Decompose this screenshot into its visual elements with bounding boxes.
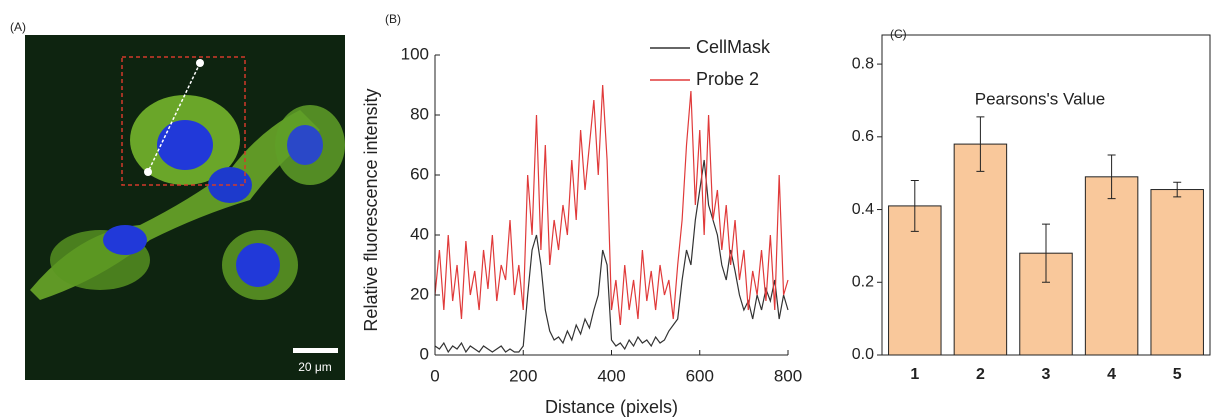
panel-label: (B) <box>385 12 401 26</box>
chart-title: Pearsons's Value <box>975 89 1106 108</box>
y-tick-label: 20 <box>410 284 429 303</box>
panel-label: (C) <box>890 27 907 41</box>
x-tick-label: 800 <box>774 366 802 385</box>
x-tick-label: 4 <box>1107 366 1116 383</box>
y-tick-label: 0.2 <box>852 273 874 290</box>
plot-frame <box>881 34 1211 356</box>
error-bar <box>1173 181 1182 198</box>
x-tick-label: 0 <box>430 366 439 385</box>
error-bar <box>976 116 985 172</box>
legend-label: Probe 2 <box>696 69 759 89</box>
y-axis-label: Relative fluorescence intensity <box>361 88 381 331</box>
series-line <box>434 84 789 326</box>
y-tick-label: 0 <box>420 344 429 363</box>
x-tick-label: 200 <box>509 366 537 385</box>
bar <box>1084 176 1139 356</box>
y-tick-label: 100 <box>401 44 429 63</box>
y-tick-label: 80 <box>410 104 429 123</box>
x-tick-label: 400 <box>597 366 625 385</box>
series-line <box>434 159 789 354</box>
x-tick-label: 3 <box>1042 366 1051 383</box>
y-tick-label: 0.4 <box>852 201 874 218</box>
y-tick-label: 40 <box>410 224 429 243</box>
y-tick-label: 60 <box>410 164 429 183</box>
panel-label: (A) <box>10 20 26 34</box>
x-tick-label: 5 <box>1173 366 1182 383</box>
y-tick-label: 0.8 <box>852 55 874 72</box>
x-tick-label: 2 <box>976 366 985 383</box>
y-tick-label: 0.6 <box>852 128 874 145</box>
error-bar <box>1042 223 1050 283</box>
legend-label: CellMask <box>696 37 771 57</box>
x-axis-label: Distance (pixels) <box>545 397 678 417</box>
x-tick-label: 600 <box>686 366 714 385</box>
scale-label: 20 μm <box>298 360 332 374</box>
bar <box>1150 189 1204 356</box>
y-tick-label: 0.0 <box>852 346 874 363</box>
error-bar <box>1107 154 1116 200</box>
x-tick-label: 1 <box>910 366 919 383</box>
micrograph <box>25 35 345 380</box>
bar <box>953 143 1008 356</box>
error-bar <box>910 179 919 232</box>
